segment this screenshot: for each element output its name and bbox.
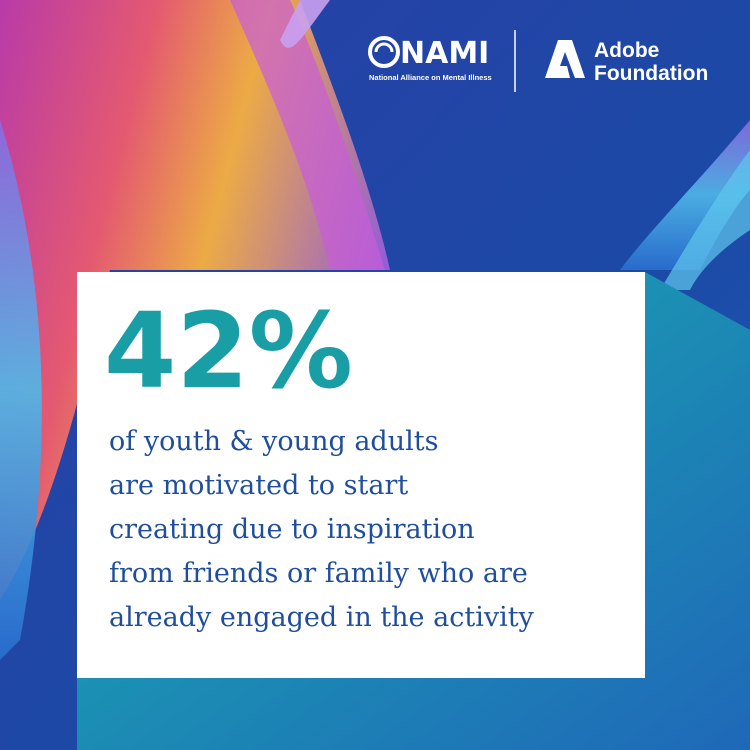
card [77, 272, 645, 678]
brush-strokes [0, 0, 750, 660]
adobe-name: Adobe [594, 39, 659, 62]
nami-logo: NAMI National Alliance on Mental Illness [368, 36, 492, 82]
nami-tagline: National Alliance on Mental Illness [369, 73, 492, 82]
adobe-subtitle: Foundation [594, 62, 708, 85]
stat-value: 42% [104, 290, 353, 412]
description-line: from friends or family who are [109, 558, 528, 589]
stat-description: of youth & young adults are motivated to … [109, 426, 535, 633]
description-line: already engaged in the activity [109, 602, 535, 633]
adobe-logo: Adobe Foundation [545, 39, 708, 85]
description-line: creating due to inspiration [109, 514, 475, 545]
nami-name: NAMI [400, 36, 489, 71]
card-shadow [77, 272, 750, 750]
description-line: of youth & young adults [109, 426, 438, 457]
description-line: are motivated to start [109, 470, 408, 501]
